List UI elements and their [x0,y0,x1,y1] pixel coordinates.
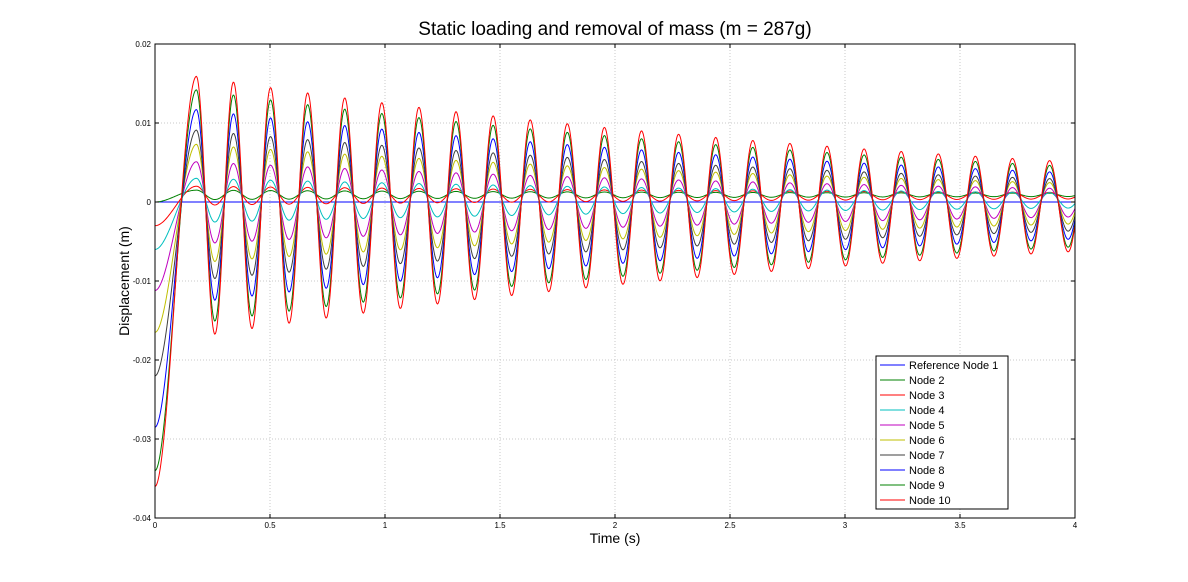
y-tick-label: -0.01 [133,277,152,286]
legend-label: Node 10 [909,495,951,507]
legend-label: Reference Node 1 [909,360,998,372]
y-axis-label: Displacement (m) [116,226,132,336]
series-line-5 [154,161,1076,291]
legend-label: Node 3 [909,390,944,402]
y-tick-label: 0 [147,198,152,207]
legend: Reference Node 1 Node 2 Node 3 Node 4 Node 5… [875,355,1009,510]
series-line-10 [154,75,1076,487]
legend-label: Node 4 [909,405,944,417]
legend-label: Node 8 [909,465,944,477]
chart-title: Static loading and removal of mass (m = … [418,19,811,40]
x-tick-label: 1 [383,521,388,530]
legend-label: Node 2 [909,375,944,387]
legend-label: Node 5 [909,420,944,432]
series-line-4 [154,177,1076,250]
x-tick-label: 3.5 [954,521,966,530]
y-tick-label: 0.01 [135,119,151,128]
x-tick-label: 1.5 [494,521,506,530]
x-tick-label: 4 [1073,521,1078,530]
legend-label: Node 6 [909,435,944,447]
legend-label: Node 9 [909,480,944,492]
series-line-2 [154,189,1076,203]
legend-box [875,355,1009,510]
x-tick-label: 0.5 [264,521,276,530]
x-tick-label: 3 [843,521,848,530]
x-tick-label: 0 [153,521,158,530]
series-group [154,75,1076,487]
series-line-3 [154,185,1076,227]
legend-label: Node 7 [909,450,944,462]
x-tick-label: 2.5 [724,521,736,530]
ticks: 0 0.5 1 1.5 2 2.5 3 3.5 4 -0.04 -0.03 -0.02 -0.01 0 0.… [133,40,1078,530]
x-tick-label: 2 [613,521,618,530]
y-tick-label: -0.04 [133,514,152,523]
y-tick-label: 0.02 [135,40,151,49]
y-tick-label: -0.03 [133,435,152,444]
y-tick-label: -0.02 [133,356,152,365]
x-axis-label: Time (s) [590,530,641,546]
